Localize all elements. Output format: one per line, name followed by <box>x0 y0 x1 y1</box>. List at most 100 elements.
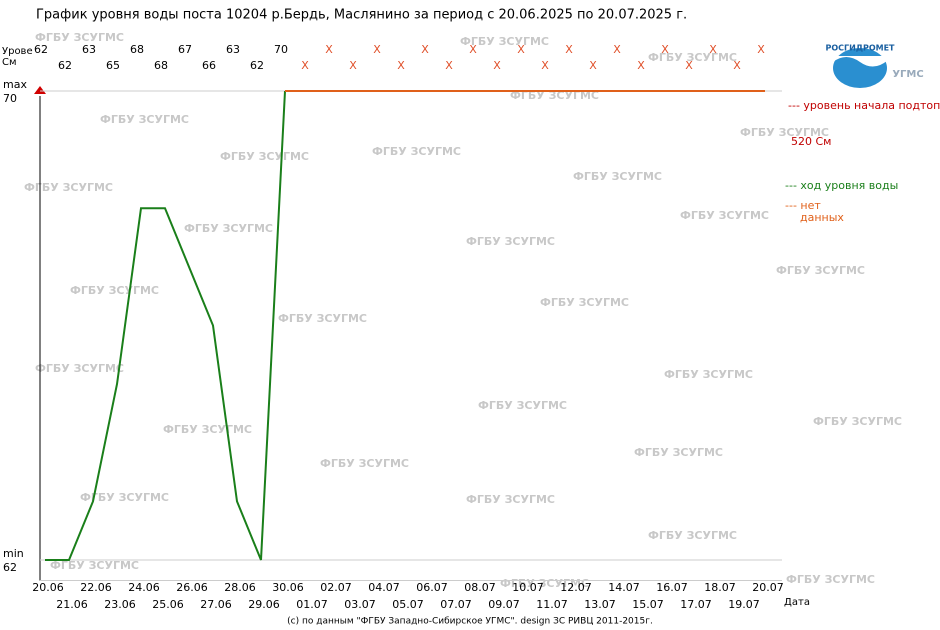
footer: (c) по данным "ФГБУ Западно-Сибирское УГ… <box>287 617 653 627</box>
x-tick-label: 29.06 <box>248 598 280 611</box>
watermark: ФГБУ ЗСУГМС <box>740 126 829 139</box>
logo-shape <box>833 48 887 88</box>
watermark: ФГБУ ЗСУГМС <box>786 573 875 586</box>
value-label: X <box>565 43 573 56</box>
x-tick-label: 01.07 <box>296 598 328 611</box>
value-label: X <box>541 59 549 72</box>
x-tick-label: 15.07 <box>632 598 664 611</box>
watermark: ФГБУ ЗСУГМС <box>648 51 737 64</box>
value-label: 68 <box>154 59 168 72</box>
watermark: ФГБУ ЗСУГМС <box>466 493 555 506</box>
x-tick-label: 25.06 <box>152 598 184 611</box>
value-label: X <box>757 43 765 56</box>
x-tick-label: 24.06 <box>128 581 160 594</box>
value-label: 70 <box>274 43 288 56</box>
x-tick-label: 12.07 <box>560 581 592 594</box>
legend-text: --- ход уровня воды <box>785 179 898 192</box>
logo-wave <box>833 56 888 67</box>
watermark: ФГБУ ЗСУГМС <box>540 296 629 309</box>
watermark: ФГБУ ЗСУГМС <box>510 89 599 102</box>
watermark: ФГБУ ЗСУГМС <box>680 209 769 222</box>
y-tick-label: 62 <box>3 561 17 574</box>
x-tick-label: 22.06 <box>80 581 112 594</box>
watermark: ФГБУ ЗСУГМС <box>80 491 169 504</box>
x-tick-label: 17.07 <box>680 598 712 611</box>
watermark: ФГБУ ЗСУГМС <box>70 284 159 297</box>
x-tick-label: 20.06 <box>32 581 64 594</box>
value-label: 62 <box>250 59 264 72</box>
watermark: ФГБУ ЗСУГМС <box>648 529 737 542</box>
value-label: X <box>349 59 357 72</box>
logo-text: РОСГИДРОМЕТ <box>826 44 896 53</box>
value-label: 68 <box>130 43 144 56</box>
watermark: ФГБУ ЗСУГМС <box>813 415 902 428</box>
y-axis-label: Урове <box>2 46 33 57</box>
watermark: ФГБУ ЗСУГМС <box>573 170 662 183</box>
value-label: X <box>301 59 309 72</box>
y-tick-label: 70 <box>3 92 17 105</box>
value-label: 67 <box>178 43 192 56</box>
watermark: ФГБУ ЗСУГМС <box>24 181 113 194</box>
watermark: ФГБУ ЗСУГМС <box>220 150 309 163</box>
watermark: ФГБУ ЗСУГМС <box>35 362 124 375</box>
value-label: X <box>493 59 501 72</box>
x-tick-label: 16.07 <box>656 581 688 594</box>
x-tick-label: 08.07 <box>464 581 496 594</box>
value-label: X <box>373 43 381 56</box>
x-tick-label: 14.07 <box>608 581 640 594</box>
value-label: X <box>733 59 741 72</box>
legend-text: --- уровень начала подтопления <box>788 99 940 112</box>
x-tick-label: 19.07 <box>728 598 760 611</box>
value-label: X <box>469 43 477 56</box>
value-label: 62 <box>58 59 72 72</box>
watermark: ФГБУ ЗСУГМС <box>320 457 409 470</box>
x-tick-label: 06.07 <box>416 581 448 594</box>
watermark: ФГБУ ЗСУГМС <box>776 264 865 277</box>
watermark: ФГБУ ЗСУГМС <box>100 113 189 126</box>
series-line <box>45 90 286 561</box>
value-label: X <box>685 59 693 72</box>
watermark: ФГБУ ЗСУГМС <box>466 235 555 248</box>
x-tick-label: 23.06 <box>104 598 136 611</box>
x-tick-label: 07.07 <box>440 598 472 611</box>
value-label: 62 <box>34 43 48 56</box>
legend-text: --- нет данных <box>785 199 844 224</box>
value-label: 63 <box>226 43 240 56</box>
value-label: X <box>661 43 669 56</box>
watermark: ФГБУ ЗСУГМС <box>35 31 124 44</box>
x-tick-label: 02.07 <box>320 581 352 594</box>
watermark: ФГБУ ЗСУГМС <box>184 222 273 235</box>
value-label: X <box>421 43 429 56</box>
value-label: X <box>709 43 717 56</box>
y-tick-caption: max <box>3 78 27 91</box>
x-tick-label: 21.06 <box>56 598 88 611</box>
value-label: 65 <box>106 59 120 72</box>
value-label: X <box>589 59 597 72</box>
x-tick-label: 05.07 <box>392 598 424 611</box>
x-tick-label: 10.07 <box>512 581 544 594</box>
x-tick-label: 04.07 <box>368 581 400 594</box>
legend-value: 520 См <box>791 135 831 148</box>
x-tick-label: 30.06 <box>272 581 304 594</box>
watermark: ФГБУ ЗСУГМС <box>50 559 139 572</box>
watermark: ФГБУ ЗСУГМС <box>163 423 252 436</box>
chart-title: График уровня воды поста 10204 р.Бердь, … <box>36 8 687 23</box>
x-tick-label: 27.06 <box>200 598 232 611</box>
watermark: ФГБУ ЗСУГМС <box>634 446 723 459</box>
watermark: ФГБУ ЗСУГМС <box>278 312 367 325</box>
x-axis-label: Дата <box>784 597 810 608</box>
x-tick-label: 13.07 <box>584 598 616 611</box>
x-tick-label: 18.07 <box>704 581 736 594</box>
watermark: ФГБУ ЗСУГМС <box>478 399 567 412</box>
watermark: ФГБУ ЗСУГМС <box>664 368 753 381</box>
value-label: X <box>397 59 405 72</box>
logo: РОСГИДРОМЕТ УГМС <box>826 44 924 88</box>
x-tick-label: 11.07 <box>536 598 568 611</box>
axis-arrow <box>34 86 46 94</box>
x-tick-label: 03.07 <box>344 598 376 611</box>
value-label: 66 <box>202 59 216 72</box>
logo-text: УГМС <box>892 69 923 80</box>
watermark: ФГБУ ЗСУГМС <box>460 35 549 48</box>
x-tick-label: 20.07 <box>752 581 784 594</box>
